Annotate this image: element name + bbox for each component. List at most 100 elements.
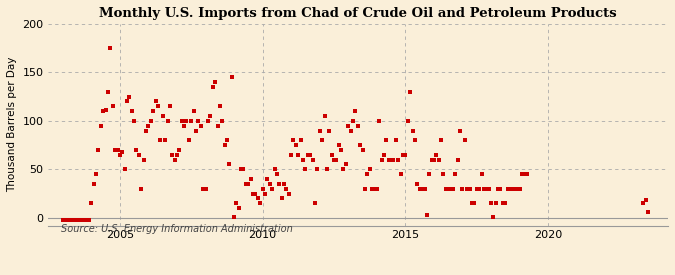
Point — [643, 210, 653, 214]
Point — [238, 167, 249, 172]
Point — [641, 198, 651, 202]
Point — [329, 157, 340, 162]
Point — [107, 104, 118, 108]
Point — [284, 191, 294, 196]
Point — [181, 119, 192, 123]
Point — [234, 206, 244, 210]
Point — [435, 138, 446, 142]
Point — [198, 186, 209, 191]
Point — [286, 153, 296, 157]
Point — [433, 157, 444, 162]
Point — [188, 109, 199, 113]
Point — [281, 186, 292, 191]
Point — [398, 153, 408, 157]
Point — [388, 157, 399, 162]
Point — [367, 186, 377, 191]
Point — [86, 201, 97, 205]
Point — [462, 186, 472, 191]
Point — [248, 191, 259, 196]
Point — [219, 143, 230, 147]
Point — [76, 218, 87, 222]
Point — [469, 201, 480, 205]
Point — [317, 138, 327, 142]
Point — [115, 153, 126, 157]
Point — [200, 186, 211, 191]
Point — [452, 157, 463, 162]
Point — [319, 114, 330, 118]
Point — [455, 128, 466, 133]
Point — [445, 186, 456, 191]
Point — [414, 186, 425, 191]
Point — [257, 186, 268, 191]
Point — [62, 218, 73, 222]
Point — [479, 186, 489, 191]
Point — [441, 186, 452, 191]
Point — [374, 119, 385, 123]
Point — [438, 172, 449, 176]
Point — [443, 186, 454, 191]
Point — [352, 123, 363, 128]
Point — [450, 172, 461, 176]
Point — [150, 99, 161, 104]
Point — [93, 148, 104, 152]
Point — [460, 138, 470, 142]
Point — [88, 182, 99, 186]
Point — [191, 128, 202, 133]
Point — [267, 186, 277, 191]
Point — [333, 143, 344, 147]
Point — [157, 114, 168, 118]
Point — [512, 186, 522, 191]
Point — [493, 186, 504, 191]
Point — [421, 213, 432, 217]
Point — [81, 218, 92, 222]
Y-axis label: Thousand Barrels per Day: Thousand Barrels per Day — [7, 57, 17, 192]
Point — [153, 104, 163, 108]
Point — [491, 201, 502, 205]
Point — [136, 186, 146, 191]
Point — [262, 177, 273, 181]
Point — [236, 167, 246, 172]
Point — [265, 182, 275, 186]
Point — [140, 128, 151, 133]
Point — [103, 90, 113, 94]
Point — [129, 119, 140, 123]
Point — [95, 123, 106, 128]
Point — [405, 90, 416, 94]
Point — [357, 148, 368, 152]
Point — [105, 46, 116, 50]
Point — [243, 182, 254, 186]
Point — [221, 138, 232, 142]
Point — [638, 201, 649, 205]
Point — [217, 119, 227, 123]
Point — [350, 109, 361, 113]
Point — [338, 167, 349, 172]
Point — [131, 148, 142, 152]
Point — [371, 186, 382, 191]
Point — [521, 172, 532, 176]
Point — [324, 128, 335, 133]
Point — [369, 186, 380, 191]
Point — [381, 138, 392, 142]
Point — [483, 186, 494, 191]
Point — [84, 218, 95, 222]
Point — [72, 218, 82, 222]
Point — [481, 186, 491, 191]
Point — [362, 172, 373, 176]
Point — [279, 182, 290, 186]
Point — [122, 99, 132, 104]
Point — [309, 201, 320, 205]
Point — [519, 172, 530, 176]
Point — [193, 119, 204, 123]
Point — [355, 143, 366, 147]
Point — [331, 157, 342, 162]
Point — [162, 119, 173, 123]
Point — [207, 85, 218, 89]
Point — [471, 186, 482, 191]
Point — [348, 119, 358, 123]
Point — [165, 104, 176, 108]
Point — [448, 186, 458, 191]
Point — [514, 186, 525, 191]
Point — [159, 138, 170, 142]
Point — [383, 157, 394, 162]
Point — [345, 128, 356, 133]
